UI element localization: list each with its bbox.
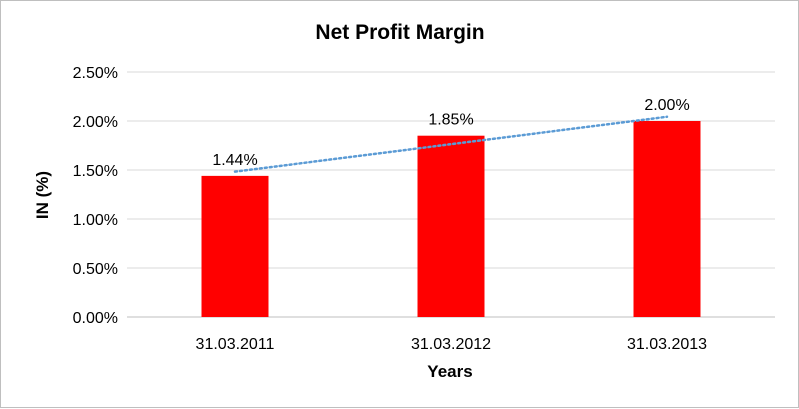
bar bbox=[201, 175, 269, 317]
trendline bbox=[233, 115, 669, 173]
y-tick-label: 1.00% bbox=[73, 212, 118, 229]
y-tick-labels: 0.00% 0.50% 1.00% 1.50% 2.00% 2.50% bbox=[73, 65, 118, 327]
x-tick-label: 31.03.2011 bbox=[196, 336, 275, 353]
data-label: 1.44% bbox=[212, 152, 257, 169]
x-tick-label: 31.03.2013 bbox=[627, 336, 707, 353]
bars bbox=[201, 121, 701, 317]
chart-title: Net Profit Margin bbox=[315, 21, 484, 44]
y-tick-label: 0.50% bbox=[73, 261, 118, 278]
bar bbox=[633, 121, 701, 317]
data-label: 1.85% bbox=[428, 112, 473, 129]
x-tick-labels: 31.03.2011 31.03.2012 31.03.2013 bbox=[196, 336, 708, 353]
data-labels: 1.44% 1.85% 2.00% bbox=[212, 97, 689, 169]
y-tick-label: 0.00% bbox=[73, 310, 118, 327]
y-tick-label: 1.50% bbox=[73, 163, 118, 180]
y-tick-label: 2.50% bbox=[73, 65, 118, 82]
x-axis-title: Years bbox=[427, 362, 472, 381]
x-tick-label: 31.03.2012 bbox=[411, 336, 491, 353]
trendline-layer bbox=[233, 115, 669, 173]
y-tick-label: 2.00% bbox=[73, 114, 118, 131]
data-label: 2.00% bbox=[644, 97, 689, 114]
bar bbox=[417, 135, 485, 317]
y-axis-title: IN (%) bbox=[33, 171, 52, 219]
